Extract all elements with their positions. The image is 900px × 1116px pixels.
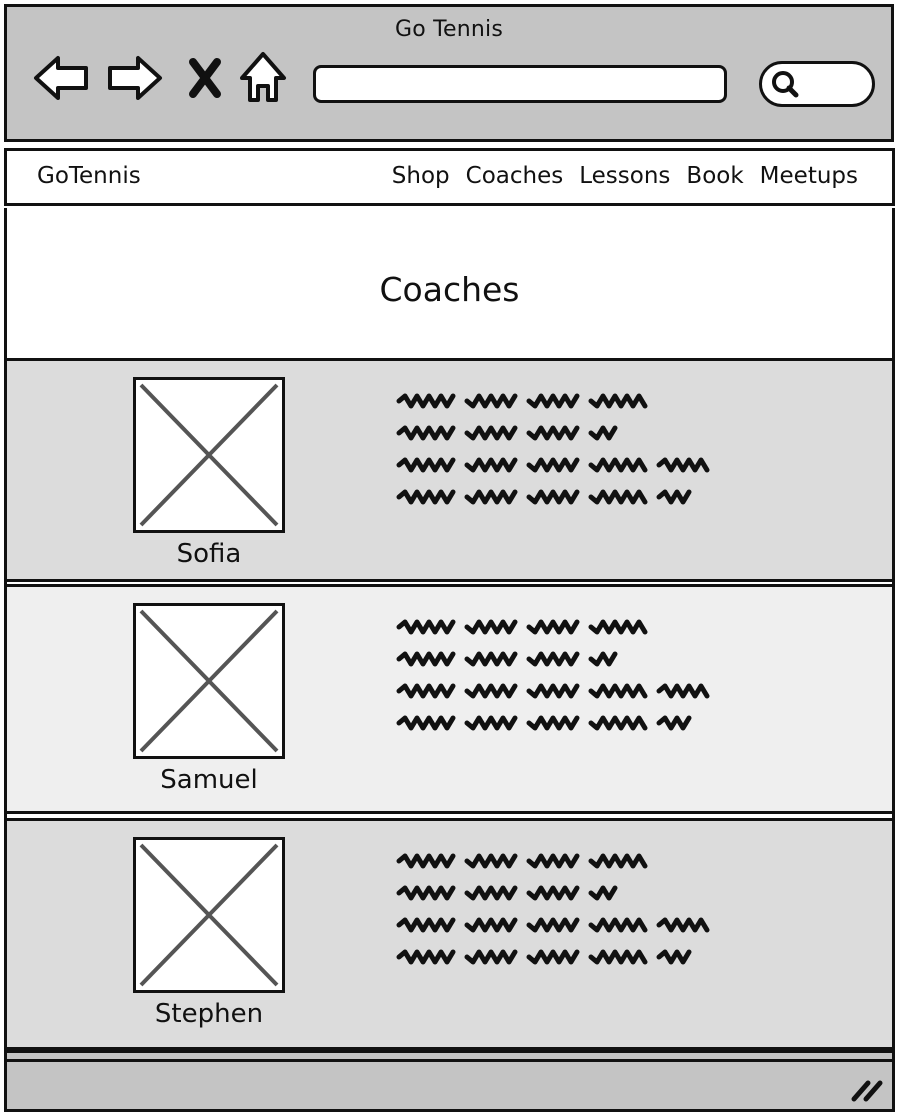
image-placeholder-icon (139, 843, 279, 987)
coach-description (391, 389, 721, 509)
scribble-line (396, 949, 692, 965)
scribble-line (396, 683, 710, 699)
address-bar[interactable] (313, 65, 727, 103)
scribble-line (396, 885, 618, 901)
scribble-line (396, 425, 618, 441)
coach-name: Stephen (154, 999, 264, 1029)
window-title: Go Tennis (395, 17, 503, 42)
coach-photo (133, 837, 285, 993)
scribble-line (396, 917, 710, 933)
status-divider (7, 1059, 892, 1062)
coach-description (391, 849, 721, 969)
image-placeholder-icon (139, 383, 279, 527)
page-title: Coaches (379, 270, 520, 309)
scribble-line (396, 651, 618, 667)
nav-menu: Shop Coaches Lessons Book Meetups (392, 163, 858, 189)
home-icon (240, 52, 286, 102)
coach-name: Sofia (176, 539, 242, 569)
nav-item-coaches[interactable]: Coaches (465, 163, 564, 189)
forward-arrow-icon (108, 56, 162, 100)
stop-button[interactable] (175, 49, 235, 107)
scribble-line (396, 457, 710, 473)
back-button[interactable] (31, 49, 91, 107)
coach-name: Samuel (160, 765, 258, 795)
scribble-text-icon (391, 389, 710, 505)
forward-button[interactable] (105, 49, 165, 107)
nav-item-shop[interactable]: Shop (391, 163, 450, 189)
coach-card: Stephen (7, 818, 892, 1050)
page-content: Coaches Sofia Samuel (4, 208, 895, 1056)
browser-chrome: Go Tennis (4, 4, 894, 142)
resize-grip[interactable] (850, 1073, 884, 1103)
coach-photo (133, 603, 285, 759)
coach-photo (133, 377, 285, 533)
scribble-line (399, 622, 659, 632)
coach-description (391, 615, 721, 735)
nav-item-lessons[interactable]: Lessons (579, 163, 671, 189)
nav-item-meetups[interactable]: Meetups (759, 163, 858, 189)
scribble-text-icon (391, 615, 710, 731)
scribble-line (399, 396, 659, 406)
site-navbar: GoTennis Shop Coaches Lessons Book Meetu… (4, 148, 895, 206)
nav-item-book[interactable]: Book (686, 163, 744, 189)
scribble-text-icon (391, 849, 710, 965)
coach-card: Samuel (7, 584, 892, 814)
coach-card: Sofia (7, 358, 892, 582)
scribble-line (396, 715, 692, 731)
status-bar (4, 1050, 895, 1112)
back-arrow-icon (34, 56, 88, 100)
close-x-icon (189, 58, 221, 98)
scribble-line (399, 856, 659, 866)
search-icon (772, 71, 799, 98)
resize-grip-icon (851, 1080, 883, 1102)
brand-link[interactable]: GoTennis (37, 163, 141, 189)
image-placeholder-icon (139, 609, 279, 753)
scribble-line (396, 489, 692, 505)
home-button[interactable] (233, 49, 293, 107)
search-button[interactable] (759, 61, 875, 107)
